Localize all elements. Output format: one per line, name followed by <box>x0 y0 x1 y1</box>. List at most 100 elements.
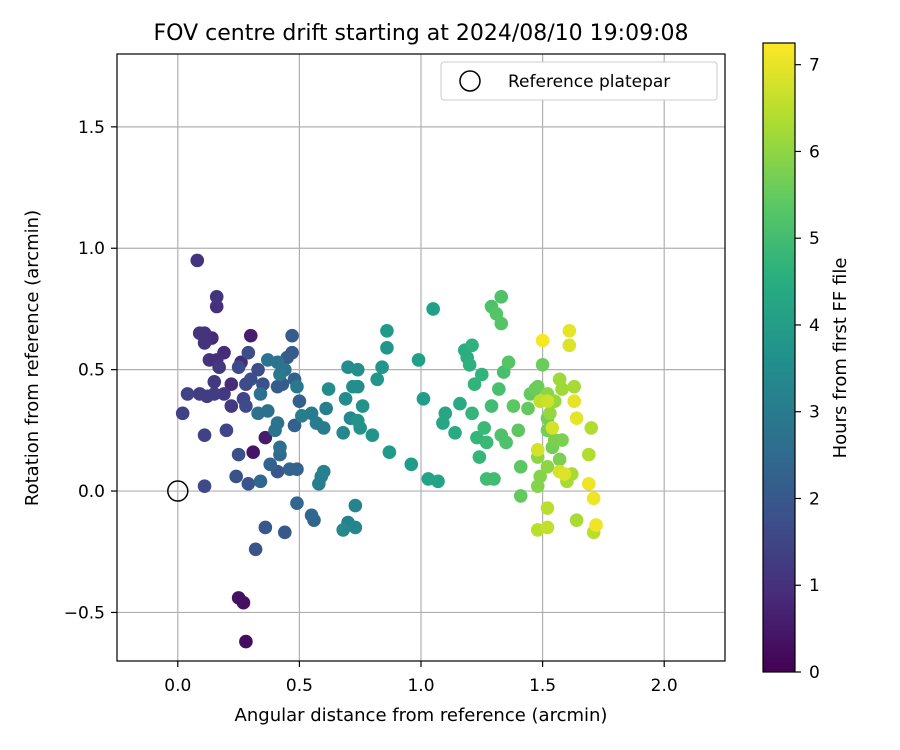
colorbar-label: Hours from first FF file <box>830 258 851 459</box>
chart-title: FOV centre drift starting at 2024/08/10 … <box>154 21 689 46</box>
data-point <box>530 442 545 457</box>
data-point <box>426 302 440 316</box>
y-tick-label: 1.0 <box>78 239 105 259</box>
data-point <box>355 399 370 413</box>
data-point <box>197 428 212 442</box>
data-point <box>263 457 278 472</box>
data-point <box>217 387 231 401</box>
data-point <box>190 253 205 268</box>
legend: Reference platepar <box>440 61 718 101</box>
data-point <box>535 333 550 348</box>
data-point <box>260 404 275 418</box>
colorbar-tick-label: 3 <box>809 403 820 423</box>
data-point <box>248 542 263 557</box>
data-point <box>479 435 494 450</box>
data-point <box>431 474 445 489</box>
data-point <box>348 520 363 535</box>
colorbar: 0 1 2 3 4 5 6 7 Hours from first FF file <box>762 42 851 683</box>
data-point <box>312 476 326 491</box>
data-point <box>540 459 555 474</box>
data-point <box>241 476 256 491</box>
data-point <box>487 472 501 486</box>
data-point <box>540 520 555 535</box>
data-point <box>316 464 331 479</box>
data-point <box>246 445 260 459</box>
data-point <box>540 501 555 515</box>
x-tick-label: 2.0 <box>651 676 678 696</box>
data-point <box>438 406 453 421</box>
legend-box <box>440 61 718 101</box>
data-point <box>287 418 302 433</box>
data-point <box>231 360 246 375</box>
data-point <box>197 336 212 350</box>
y-axis-label: Rotation from reference (arcmin) <box>22 210 43 506</box>
colorbar-frame <box>762 42 796 673</box>
data-point <box>582 447 596 462</box>
data-point <box>336 523 350 537</box>
data-point <box>239 399 253 413</box>
x-tick-label: 1.5 <box>529 676 556 696</box>
data-point <box>197 479 212 493</box>
data-point <box>219 423 234 438</box>
data-point <box>404 457 419 472</box>
data-point <box>251 362 265 377</box>
data-point <box>513 489 528 503</box>
data-point <box>197 326 212 341</box>
data-point <box>304 508 319 523</box>
data-point <box>243 372 258 387</box>
y-tick-label: 0.5 <box>78 361 105 381</box>
data-point <box>239 634 253 649</box>
colorbar-gradient <box>763 43 795 672</box>
y-axis-ticks: −0.5 0.0 0.5 1.0 1.5 <box>64 118 117 623</box>
data-point <box>586 491 601 506</box>
x-axis-ticks: 0.0 0.5 1.0 1.5 2.0 <box>164 661 678 696</box>
data-point <box>282 462 297 476</box>
data-point <box>209 299 224 314</box>
data-point <box>278 525 292 540</box>
y-tick-label: −0.5 <box>64 603 105 623</box>
data-point <box>175 406 190 421</box>
data-point <box>499 435 513 450</box>
data-point <box>535 357 550 372</box>
x-tick-label: 1.0 <box>407 676 434 696</box>
data-point <box>365 428 380 442</box>
colorbar-tick-label: 5 <box>809 229 820 249</box>
data-point <box>521 401 535 416</box>
data-point <box>180 387 195 401</box>
data-point <box>209 290 224 304</box>
data-point <box>258 520 273 535</box>
data-point <box>484 399 499 413</box>
data-point <box>530 479 545 493</box>
data-point <box>562 338 577 353</box>
data-point <box>316 421 331 435</box>
data-point <box>511 423 526 438</box>
data-point <box>370 372 385 387</box>
data-point <box>569 513 584 527</box>
data-point <box>472 450 487 464</box>
data-point <box>567 379 582 394</box>
data-point <box>453 396 467 411</box>
data-point <box>494 316 509 331</box>
x-tick-label: 0.5 <box>286 676 313 696</box>
data-point <box>465 338 479 353</box>
data-point <box>557 467 572 481</box>
data-point <box>562 323 577 338</box>
data-point <box>224 399 239 413</box>
data-point <box>467 377 482 392</box>
data-point <box>416 391 431 406</box>
scatter-points <box>175 253 603 649</box>
data-point <box>290 496 304 510</box>
data-point <box>273 367 287 382</box>
colorbar-tick-label: 1 <box>809 576 820 596</box>
data-point <box>555 433 569 447</box>
data-point <box>253 387 268 401</box>
data-point <box>382 445 397 459</box>
data-point <box>346 379 360 394</box>
data-point <box>589 518 603 532</box>
data-point <box>380 323 394 338</box>
data-point <box>569 411 584 426</box>
data-point <box>380 340 394 355</box>
data-point <box>375 360 389 375</box>
data-point <box>492 382 506 396</box>
